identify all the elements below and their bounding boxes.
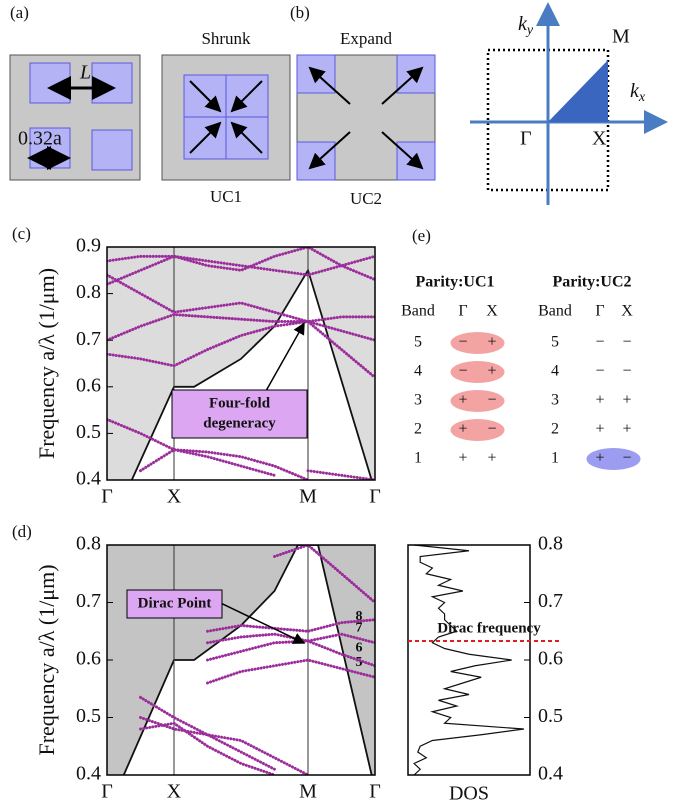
cell: 2 xyxy=(414,421,422,438)
cell: + xyxy=(458,392,467,409)
y-tick-label: 0.6 xyxy=(538,648,563,670)
y-tick-label: 0.6 xyxy=(76,648,101,670)
point-label: X xyxy=(592,128,607,150)
y-tick-label: 0.4 xyxy=(76,763,101,785)
panel-label: (b) xyxy=(290,3,310,22)
point-label: Γ xyxy=(520,128,532,150)
annotation-text: Four-fold xyxy=(209,395,271,411)
cell: 3 xyxy=(551,392,559,409)
y-tick-label: 0.5 xyxy=(76,705,101,727)
y-axis-label: Frequency a/λ (1/μm) xyxy=(34,564,59,755)
cell: − xyxy=(595,363,604,380)
length-label: L xyxy=(79,62,91,84)
column-header: Band xyxy=(401,303,435,320)
y-tick-label: 0.4 xyxy=(76,468,101,490)
band-label: 6 xyxy=(356,640,363,655)
panel-label: (c) xyxy=(12,224,31,243)
x-tick-label: M xyxy=(299,781,317,803)
cell: 1 xyxy=(551,450,559,467)
cell: − xyxy=(622,334,631,351)
cell: 3 xyxy=(414,392,422,409)
cell: + xyxy=(595,392,604,409)
figure: (a) L 0.32a Shrunk UC1 (b) Expand UC2 ky… xyxy=(0,0,674,810)
y-axis-label: Frequency a/λ (1/μm) xyxy=(34,268,59,459)
y-tick-label: 0.5 xyxy=(76,421,101,443)
cell: + xyxy=(595,450,604,467)
column-header: X xyxy=(621,303,633,320)
y-tick-label: 0.5 xyxy=(538,705,563,727)
y-tick-label: 0.8 xyxy=(538,533,563,555)
x-axis-label: DOS xyxy=(449,783,489,805)
cell: 4 xyxy=(414,363,422,380)
x-tick-label: Γ xyxy=(101,486,113,508)
x-tick-label: Γ xyxy=(101,781,113,803)
panel-label: (a) xyxy=(10,3,29,22)
column-header: X xyxy=(486,303,498,320)
cell: + xyxy=(458,421,467,438)
cell-title: Expand xyxy=(340,29,392,48)
cell: − xyxy=(487,392,496,409)
y-tick-label: 0.6 xyxy=(76,374,101,396)
cell: 2 xyxy=(551,421,559,438)
y-tick-label: 0.9 xyxy=(76,235,101,257)
cell-title: Shrunk xyxy=(201,29,251,48)
y-tick-label: 0.8 xyxy=(76,533,101,555)
column-header: Band xyxy=(538,303,572,320)
x-tick-label: Γ xyxy=(369,486,381,508)
cell: − xyxy=(622,450,631,467)
kx-label: kx xyxy=(630,80,646,106)
cell: − xyxy=(487,421,496,438)
table-title: Parity:UC2 xyxy=(552,274,631,291)
cell: + xyxy=(487,334,496,351)
y-tick-label: 0.8 xyxy=(76,281,101,303)
annotation-text: Dirac Point xyxy=(138,595,212,611)
cell: − xyxy=(622,363,631,380)
cell: + xyxy=(487,363,496,380)
ky-label: ky xyxy=(518,13,534,39)
y-tick-label: 0.4 xyxy=(538,763,563,785)
x-tick-label: Γ xyxy=(369,781,381,803)
reference-label: Dirac frequency xyxy=(437,620,541,636)
x-tick-label: X xyxy=(167,486,182,508)
point-label: M xyxy=(612,26,630,48)
cell: 1 xyxy=(414,450,422,467)
cell-caption: UC1 xyxy=(210,187,242,206)
cell: 4 xyxy=(551,363,559,380)
cell: + xyxy=(622,392,631,409)
page: {"diagram": { "a": {"label": "(a)", "len… xyxy=(0,0,674,810)
band-label: 8 xyxy=(356,609,363,624)
column-header: Γ xyxy=(458,303,467,320)
irreducible-zone xyxy=(548,60,608,122)
sub: x xyxy=(638,90,646,105)
cell: − xyxy=(458,334,467,351)
panel-label: (e) xyxy=(412,226,431,245)
cell-caption: UC2 xyxy=(350,189,382,208)
dos-curve xyxy=(414,545,524,775)
cell: − xyxy=(458,363,467,380)
y-tick-label: 0.7 xyxy=(76,590,101,612)
cell: + xyxy=(458,450,467,467)
y-tick-label: 0.7 xyxy=(76,328,101,350)
cell: − xyxy=(595,334,604,351)
width-label: 0.32a xyxy=(18,128,62,150)
sub: y xyxy=(525,23,534,38)
band-label: 5 xyxy=(356,655,363,670)
cell: + xyxy=(622,421,631,438)
cell: + xyxy=(595,421,604,438)
annotation-text: degeneracy xyxy=(203,415,276,431)
cell: + xyxy=(487,450,496,467)
x-tick-label: X xyxy=(167,781,182,803)
table-title: Parity:UC1 xyxy=(415,274,494,291)
panel-label: (d) xyxy=(12,522,32,541)
column-header: Γ xyxy=(595,303,604,320)
cell: 5 xyxy=(551,334,559,351)
y-tick-label: 0.7 xyxy=(538,590,563,612)
cell: 5 xyxy=(414,334,422,351)
x-tick-label: M xyxy=(299,486,317,508)
